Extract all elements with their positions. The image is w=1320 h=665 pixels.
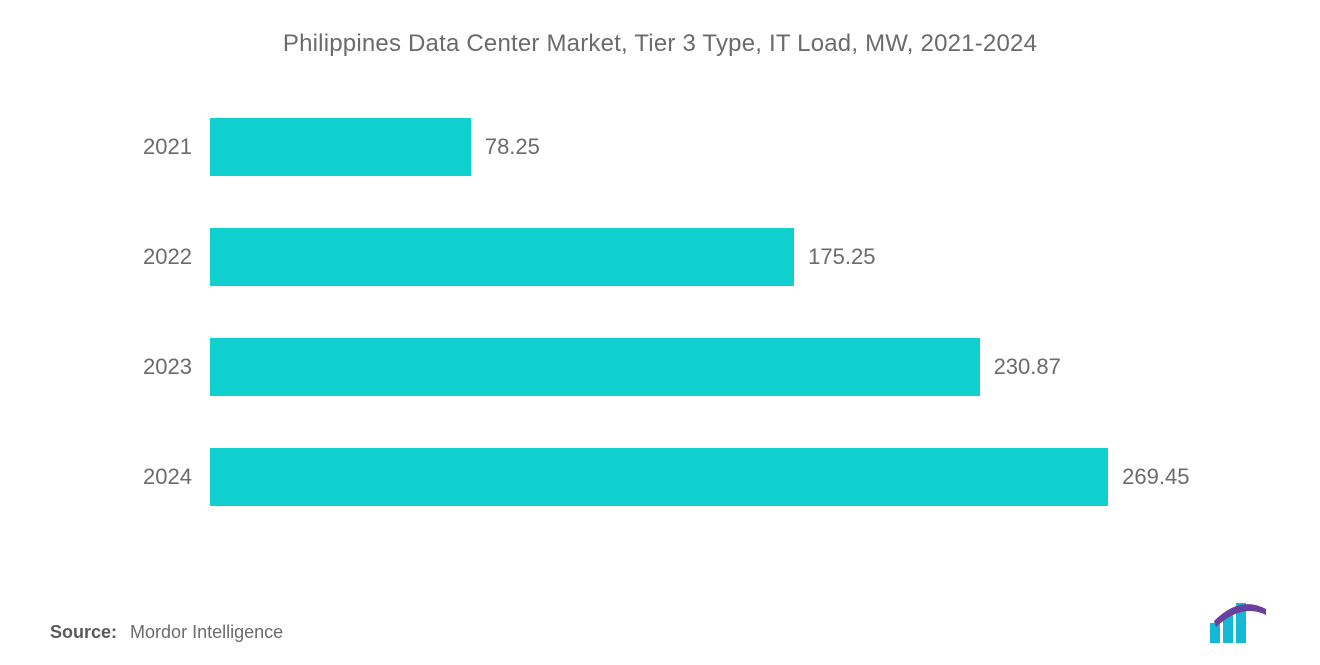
value-label: 269.45 xyxy=(1108,464,1189,490)
bar-row: 202178.25 xyxy=(50,118,1270,176)
category-label: 2021 xyxy=(50,134,210,160)
source-prefix: Source: xyxy=(50,622,117,642)
bar-track: 230.87 xyxy=(210,338,1210,396)
bar: 230.87 xyxy=(210,338,980,396)
plot-area: 202178.252022175.252023230.872024269.45 xyxy=(50,118,1270,548)
chart-container: Philippines Data Center Market, Tier 3 T… xyxy=(0,0,1320,665)
value-label: 230.87 xyxy=(980,354,1061,380)
bar-track: 78.25 xyxy=(210,118,1210,176)
value-label: 78.25 xyxy=(471,134,540,160)
category-label: 2022 xyxy=(50,244,210,270)
value-label: 175.25 xyxy=(794,244,875,270)
category-label: 2024 xyxy=(50,464,210,490)
bar-track: 175.25 xyxy=(210,228,1210,286)
bar-track: 269.45 xyxy=(210,448,1210,506)
logo-icon xyxy=(1210,601,1270,643)
bar-row: 2023230.87 xyxy=(50,338,1270,396)
brand-logo xyxy=(1210,601,1270,643)
bar: 269.45 xyxy=(210,448,1108,506)
source-text: Mordor Intelligence xyxy=(130,622,283,642)
chart-title: Philippines Data Center Market, Tier 3 T… xyxy=(50,30,1270,58)
source-line: Source: Mordor Intelligence xyxy=(50,622,283,643)
chart-footer: Source: Mordor Intelligence xyxy=(50,601,1270,643)
category-label: 2023 xyxy=(50,354,210,380)
bar: 175.25 xyxy=(210,228,794,286)
bar: 78.25 xyxy=(210,118,471,176)
bar-row: 2022175.25 xyxy=(50,228,1270,286)
bar-row: 2024269.45 xyxy=(50,448,1270,506)
